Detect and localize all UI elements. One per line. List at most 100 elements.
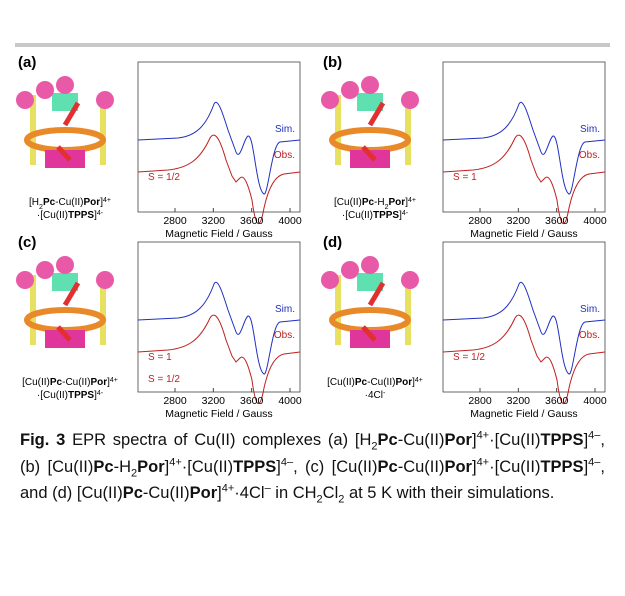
sim-trace [442, 101, 606, 195]
annotation: S = 1/2 [148, 374, 180, 385]
sphere [56, 256, 74, 274]
caption-run: 4+ [476, 429, 490, 442]
x-tick-label: 2800 [163, 215, 187, 227]
annotation: Obs. [274, 330, 295, 341]
annotation: Obs. [579, 330, 600, 341]
cage-base [45, 330, 85, 348]
caption-run: 4+ [169, 456, 182, 468]
panel: (b)[Cu(II)Pc-H2Por]4+·[Cu(II)TPPS]4-Sim.… [321, 54, 607, 240]
sim-trace [137, 101, 301, 195]
molecule-illustration [16, 256, 114, 348]
label-run: ·[Cu(II) [37, 390, 68, 401]
label-run: 4- [402, 210, 409, 217]
x-axis-label: Magnetic Field / Gauss [165, 228, 272, 240]
spin-arrow [361, 325, 377, 342]
caption-run: Cl [322, 484, 339, 502]
annotation: S = 1/2 [453, 352, 485, 363]
label-run: 4+ [103, 197, 111, 204]
caption-run: , (b) [Cu(II) [20, 431, 605, 476]
panel: (d)[Cu(II)Pc-Cu(II)Por]4+·4Cl-Sim.Obs.S … [321, 234, 607, 420]
spin-arrow [367, 281, 386, 307]
plot-frame [137, 61, 301, 213]
x-tick-label: 3600 [240, 395, 264, 407]
caption-run: -H [113, 457, 131, 476]
caption-run: 2 [371, 440, 378, 453]
caption-run: ·[Cu(II) [181, 457, 234, 476]
label-run: ] [100, 197, 103, 208]
molecule-label: ·[Cu(II)TPPS]4- [342, 210, 409, 222]
caption-run: ] [164, 457, 170, 476]
caption-run: Fig. 3 [20, 431, 66, 449]
sphere [36, 261, 54, 279]
plot-frame [442, 61, 606, 213]
panel: (c)[Cu(II)Pc-Cu(II)Por]4+·[Cu(II)TPPS]4-… [16, 234, 302, 420]
sphere [96, 91, 114, 109]
x-axis-label: Magnetic Field / Gauss [165, 408, 272, 420]
spin-arrow [62, 281, 81, 307]
panel-label: (a) [18, 54, 36, 71]
label-run: Pc [355, 377, 368, 388]
cage-top [357, 93, 383, 111]
ring [329, 307, 411, 333]
ring [24, 307, 106, 333]
label-run: TPPS [68, 210, 94, 221]
caption-run: TPPS [233, 457, 277, 476]
obs-trace [442, 134, 606, 224]
label-run: TPPS [68, 390, 94, 401]
label-run: -H [374, 197, 385, 208]
molecule-label: [Cu(II)Pc-Cu(II)Por]4+ [327, 377, 423, 389]
sphere [96, 271, 114, 289]
label-run: 4- [97, 390, 104, 397]
label-run: 2 [385, 204, 389, 211]
caption-run: 4– [588, 456, 601, 468]
caption-run: Pc [377, 431, 398, 449]
label-run: ] [107, 377, 110, 388]
caption-run: at 5 K with their simulations. [344, 484, 555, 502]
ring [329, 127, 411, 153]
label-run: ·[Cu(II) [342, 210, 373, 221]
label-run: - [383, 390, 386, 397]
label-run: ·4Cl [365, 390, 383, 401]
molecule-label: ·4Cl- [365, 390, 386, 402]
post [100, 275, 106, 345]
molecule-label: [H2Pc-Cu(II)Por]4+ [29, 197, 111, 211]
label-run: Pc [43, 197, 56, 208]
label-run: ] [412, 377, 415, 388]
molecule-illustration [321, 256, 419, 348]
x-tick-label: 4000 [278, 395, 302, 407]
caption-run: 4+ [476, 456, 490, 468]
label-run: TPPS [373, 210, 399, 221]
x-tick-label: 2800 [163, 395, 187, 407]
caption-run: , (c) [Cu(II) [293, 457, 378, 476]
caption-run: 2 [131, 466, 138, 479]
x-tick-label: 3600 [545, 395, 569, 407]
cage-top [52, 273, 78, 291]
annotation: Sim. [580, 124, 600, 135]
caption-run: ] [276, 457, 281, 476]
sphere [321, 91, 339, 109]
cage-base [350, 330, 390, 348]
cage-base [45, 150, 85, 168]
caption-run: 2 [338, 493, 345, 506]
molecule-label: [Cu(II)Pc-H2Por]4+ [334, 197, 416, 211]
post [335, 275, 341, 345]
caption-run: Por [444, 457, 472, 476]
annotation: Sim. [580, 304, 600, 315]
x-tick-label: 4000 [583, 395, 607, 407]
caption-run: ] [471, 431, 477, 449]
caption-run: , and (d) [Cu(II) [20, 457, 605, 503]
post [100, 95, 106, 165]
label-run: Por [90, 377, 107, 388]
post [335, 95, 341, 165]
label-run: ] [405, 197, 408, 208]
label-run: [Cu(II) [22, 377, 50, 388]
caption-run: ] [583, 431, 589, 449]
sphere [401, 91, 419, 109]
panel-label: (c) [18, 234, 36, 251]
label-run: [H [29, 197, 39, 208]
caption-run: ·[Cu(II) [489, 457, 541, 476]
label-run: [Cu(II) [334, 197, 362, 208]
caption-run: Pc [122, 484, 143, 502]
label-run: -Cu(II) [62, 377, 90, 388]
caption-run: -Cu(II) [397, 431, 445, 449]
